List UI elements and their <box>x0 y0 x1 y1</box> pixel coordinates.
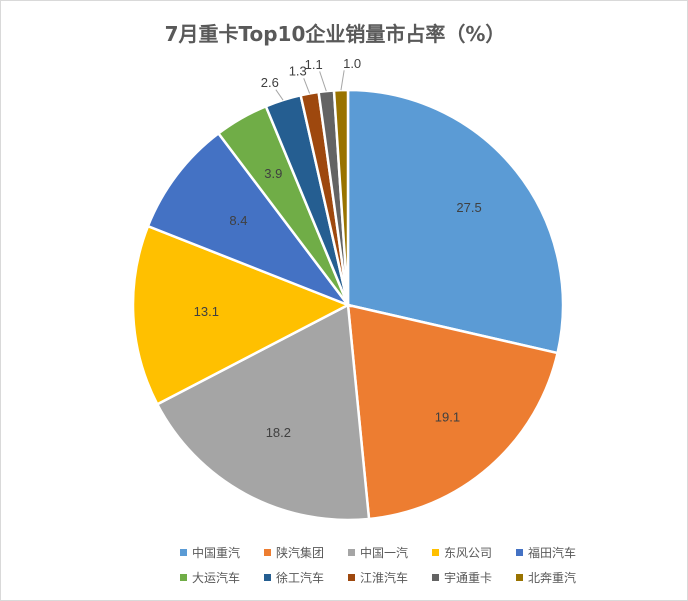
leader-line <box>275 89 284 101</box>
legend-label: 宇通重卡 <box>444 571 493 585</box>
pie-slice <box>131 224 352 406</box>
legend-label: 中国一汽 <box>360 546 409 560</box>
legend-item: 福田汽车 <box>516 544 600 561</box>
legend-label: 江淮汽车 <box>360 571 409 585</box>
slice-value-label: 2.6 <box>261 75 279 90</box>
legend-label: 福田汽车 <box>528 546 577 560</box>
legend-swatch <box>348 574 355 581</box>
legend-item: 江淮汽车 <box>348 569 432 586</box>
legend-item: 中国重汽 <box>180 544 264 561</box>
legend-swatch <box>516 549 523 556</box>
legend-item: 东风公司 <box>432 544 516 561</box>
leader-line <box>303 78 311 94</box>
legend-item: 徐工汽车 <box>264 569 348 586</box>
chart-legend: 中国重汽 陕汽集团 中国一汽 东风公司 福田汽车大运汽车 徐工汽车 江淮汽车 宇通重卡 北奔重汽 <box>180 544 600 586</box>
slice-value-label: 1.3 <box>289 64 307 79</box>
legend-label: 大运汽车 <box>192 571 241 585</box>
legend-label: 北奔重汽 <box>528 571 577 585</box>
slice-value-label: 1.0 <box>343 56 361 71</box>
legend-label: 中国重汽 <box>192 546 241 560</box>
legend-swatch <box>180 574 187 581</box>
leader-line <box>319 71 327 92</box>
slice-value-label: 13.1 <box>194 304 219 319</box>
legend-label: 徐工汽车 <box>276 571 325 585</box>
legend-swatch <box>348 549 355 556</box>
legend-swatch <box>264 574 271 581</box>
legend-item: 陕汽集团 <box>264 544 348 561</box>
legend-swatch <box>516 574 523 581</box>
slice-value-label: 19.1 <box>435 409 460 424</box>
slice-value-label: 8.4 <box>229 213 247 228</box>
slice-value-label: 3.9 <box>264 166 282 181</box>
legend-swatch <box>432 549 439 556</box>
legend-item: 宇通重卡 <box>432 569 516 586</box>
slice-value-label: 27.5 <box>456 200 481 215</box>
pie-slice <box>146 131 352 308</box>
slice-value-label: 1.1 <box>305 57 323 72</box>
pie-slice <box>346 303 560 521</box>
legend-item: 大运汽车 <box>180 569 264 586</box>
leader-line <box>340 70 345 91</box>
legend-swatch <box>264 549 271 556</box>
legend-swatch <box>432 574 439 581</box>
pie-slice <box>346 88 565 355</box>
legend-item: 北奔重汽 <box>516 569 600 586</box>
slice-value-label: 18.2 <box>266 425 291 440</box>
chart-title: 7月重卡Top10企业销量市占率（%） <box>164 22 506 46</box>
pie-slice <box>155 303 371 522</box>
legend-label: 东风公司 <box>444 546 493 560</box>
legend-label: 陕汽集团 <box>276 546 325 560</box>
legend-swatch <box>180 549 187 556</box>
legend-item: 中国一汽 <box>348 544 432 561</box>
